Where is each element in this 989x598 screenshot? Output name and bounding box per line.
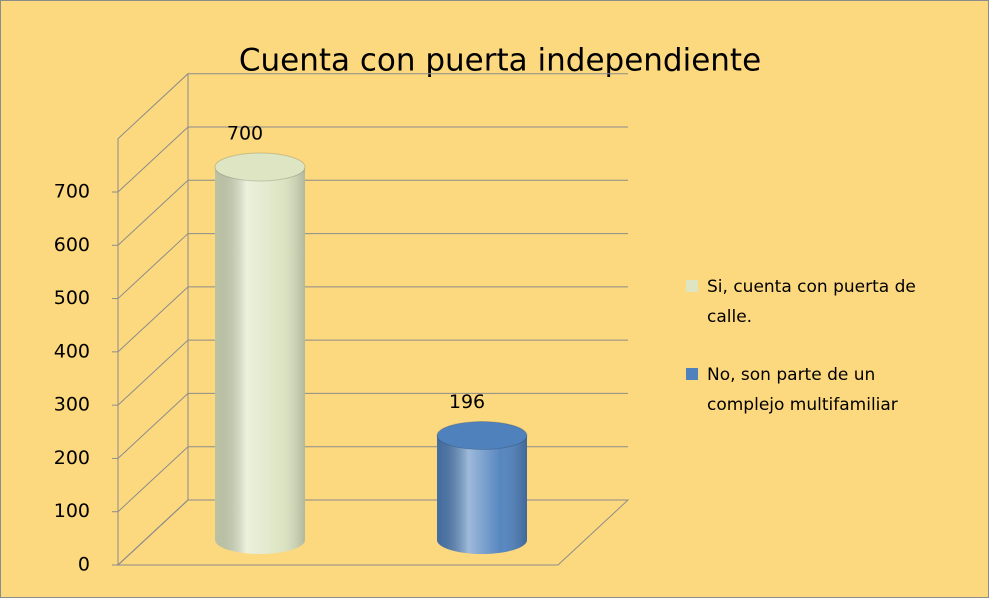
grid-line <box>117 179 628 246</box>
legend-swatch <box>686 280 698 292</box>
y-tick-label: 0 <box>78 554 90 576</box>
y-tick-label: 600 <box>54 234 90 256</box>
y-tick-label: 200 <box>54 447 90 469</box>
value-label: 196 <box>449 391 485 413</box>
y-tick-label: 700 <box>54 180 90 202</box>
y-tick-label: 400 <box>54 340 90 362</box>
legend-label: No, son parte de un complejo multifamilia… <box>707 365 898 415</box>
cylinder-top <box>436 421 528 451</box>
cylinder-shine <box>437 435 527 554</box>
cylinder-top <box>214 152 306 182</box>
y-tick-label: 300 <box>54 394 90 416</box>
y-tick-label: 100 <box>54 500 90 522</box>
grid-line <box>117 339 628 406</box>
grid-line <box>117 392 628 459</box>
chart-title: Cuenta con puerta independiente <box>239 43 761 79</box>
legend-label: Si, cuenta con puerta de calle. <box>707 277 916 327</box>
y-tick-label: 500 <box>54 287 90 309</box>
grid-line <box>117 126 628 193</box>
value-label: 700 <box>227 122 263 144</box>
grid-line <box>117 286 628 353</box>
legend-swatch <box>686 368 698 380</box>
grid-line <box>117 233 628 299</box>
cylinder-shine <box>215 166 305 555</box>
plot-area: 0 100 200 300 400 500 600 700 700 Si, cuenta con … <box>54 72 916 576</box>
